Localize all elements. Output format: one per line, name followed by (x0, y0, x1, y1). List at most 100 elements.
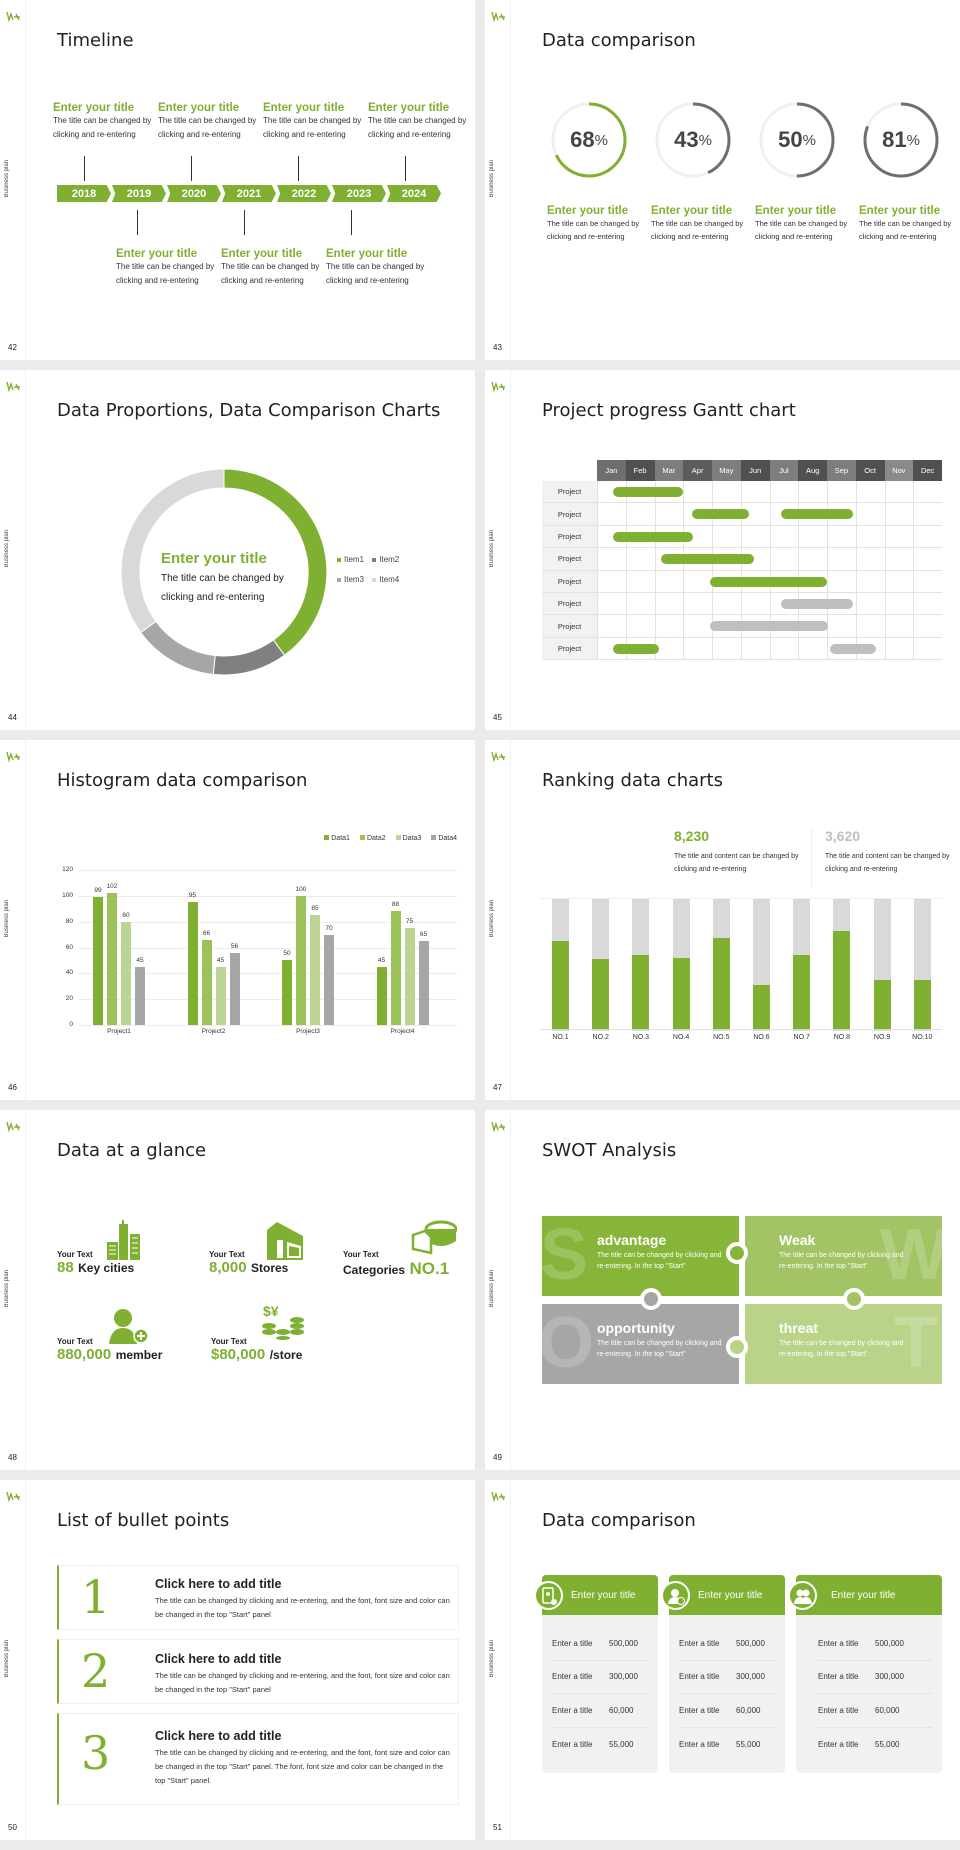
cheese-icon (411, 1220, 457, 1255)
legend-item: Item2 (372, 555, 399, 564)
stat-key-cities: Your Text 88 Key cities (57, 1220, 140, 1277)
gridline (79, 921, 457, 923)
bar-value-label: 75 (405, 918, 414, 926)
bar (753, 985, 770, 1029)
card-row: Enter a title 60,000 (552, 1694, 648, 1728)
legend-item: Item3 (337, 575, 364, 584)
slide-rail: Business plan 51 (485, 1480, 511, 1840)
bar (310, 915, 320, 1025)
bullet-item[interactable]: 3 Click here to add title The title can … (57, 1713, 459, 1805)
stat-block: 8,230 The title and content can be chang… (674, 828, 799, 873)
rail-label: Business plan (489, 530, 495, 568)
data-card: Enter your title Enter a title 500,000 En… (661, 1575, 785, 1773)
rail-label: Business plan (4, 160, 10, 198)
slide-rail: Business plan 46 (0, 740, 26, 1100)
slide-rail: Business plan 50 (0, 1480, 26, 1840)
slide-title: Data comparison (542, 1510, 696, 1531)
slide-timeline[interactable]: Business plan 42 Timeline Enter your tit… (0, 0, 475, 360)
donut-center-text: Enter your title The title can be change… (161, 550, 284, 603)
buildings-icon (107, 1220, 140, 1260)
x-tick-label: Project2 (201, 1028, 226, 1035)
bar (93, 897, 103, 1025)
add-user-icon (661, 1581, 690, 1610)
page-number: 47 (493, 1083, 502, 1092)
gridline (79, 870, 457, 871)
slide-title: Data at a glance (57, 1140, 207, 1161)
rail-label: Business plan (489, 900, 495, 938)
year-segment: 2023 (332, 185, 386, 202)
logo-icon (491, 1491, 505, 1503)
puzzle-knob (640, 1288, 662, 1310)
ring-caption: Enter your title The title can be changed… (651, 205, 744, 241)
puzzle-knob (843, 1288, 865, 1310)
legend-item: Item1 (337, 555, 364, 564)
x-tick-label: NO.2 (592, 1034, 609, 1041)
gridline (79, 973, 457, 975)
gantt-row: Project (542, 570, 942, 593)
gantt-bar (661, 554, 754, 565)
bar-value-label: 99 (94, 887, 102, 895)
slide-gantt-chart[interactable]: Business plan 45 Project progress Gantt … (485, 370, 960, 730)
gantt-header: Jan Feb Mar Apr May Jun Jul Aug Sep Oct … (597, 460, 942, 481)
bar (229, 952, 240, 1025)
swot-weaknesses: W Weak The title can be changed by click… (745, 1216, 942, 1296)
x-tick-label: NO.5 (713, 1034, 730, 1041)
slide-data-comparison-cards[interactable]: Business plan 51 Data comparison Enter y… (485, 1480, 960, 1840)
data-card: Enter your title Enter a title 500,000 En… (788, 1575, 942, 1773)
legend-item: Data2 (359, 835, 386, 842)
bar-value-label: 85 (311, 905, 319, 913)
slide-rail: Business plan 48 (0, 1110, 26, 1470)
rail-label: Business plan (489, 1640, 495, 1678)
timeline-bar: 2018 2019 2020 2021 2022 2023 2024 (57, 185, 442, 202)
bar (418, 941, 429, 1025)
bar-value-label: 80 (122, 911, 130, 919)
slide-rail: Business plan 49 (485, 1110, 511, 1470)
slide-data-comparison-rings[interactable]: Business plan 43 Data comparison 68% 43%… (485, 0, 960, 360)
slide-data-at-a-glance[interactable]: Business plan 48 Data at a glance Your T… (0, 1110, 475, 1470)
bar-value-label: 45 (377, 956, 386, 964)
year-segment: 2022 (277, 185, 331, 202)
timeline-item: Enter your title The title can be changed… (263, 102, 362, 139)
slide-donut-chart[interactable]: Business plan 44 Data Proportions, Data … (0, 370, 475, 730)
timeline-item: Enter your title The title can be changed… (326, 248, 425, 285)
page-number: 46 (8, 1083, 17, 1092)
timeline-item: Enter your title The title can be changed… (53, 102, 152, 139)
bullet-text: The title can be changed by clicking and… (155, 1748, 450, 1785)
x-tick-label: Project1 (107, 1028, 131, 1035)
stat-block: 3,620 The title and content can be chang… (825, 828, 950, 873)
slide-title: Data Proportions, Data Comparison Charts (57, 400, 441, 421)
slide-ranking-chart[interactable]: Business plan 47 Ranking data charts 8,2… (485, 740, 960, 1100)
bar (712, 937, 730, 1029)
page-number: 51 (493, 1823, 502, 1832)
timeline-item: Enter your title The title can be changed… (221, 248, 320, 285)
bar-value-label: 65 (419, 931, 428, 939)
slide-swot-analysis[interactable]: Business plan 49 SWOT Analysis S advanta… (485, 1110, 960, 1470)
gridline (79, 1025, 457, 1026)
connector-line (137, 210, 138, 235)
slide-title: Data comparison (542, 30, 696, 51)
x-tick-label: Project4 (390, 1028, 415, 1035)
card-row: Enter a title 300,000 (552, 1661, 648, 1694)
slide-bullet-list[interactable]: Business plan 50 List of bullet points 1… (0, 1480, 475, 1840)
ranking-chart: NO.1 NO.2 NO.3 NO.4 NO.5 NO.6 NO.7 NO.8 NO.9 NO.1… (540, 898, 942, 1041)
gantt-bar (781, 509, 853, 520)
bullet-number: 2 (81, 1644, 111, 1698)
gantt-bar (830, 643, 876, 654)
x-tick-label: NO.9 (873, 1034, 891, 1041)
gridline (79, 895, 457, 897)
year-segment: 2018 (57, 185, 111, 202)
bar (282, 960, 292, 1025)
bar-value-label: 56 (230, 942, 239, 950)
slide-title: Timeline (57, 30, 134, 51)
logo-icon (6, 381, 20, 393)
logo-icon (6, 751, 20, 763)
slide-rail: Business plan 45 (485, 370, 511, 730)
bullet-item[interactable]: 1 Click here to add title The title can … (57, 1565, 459, 1630)
gantt-bar (613, 487, 683, 497)
slide-histogram[interactable]: Business plan 46 Histogram data comparis… (0, 740, 475, 1100)
gantt-bar (692, 509, 749, 520)
slide-title: List of bullet points (57, 1510, 230, 1531)
y-tick-label: 60 (65, 943, 73, 951)
swot-threats: T threat The title can be changed by cli… (745, 1304, 942, 1384)
bullet-item[interactable]: 2 Click here to add title The title can … (57, 1639, 459, 1704)
